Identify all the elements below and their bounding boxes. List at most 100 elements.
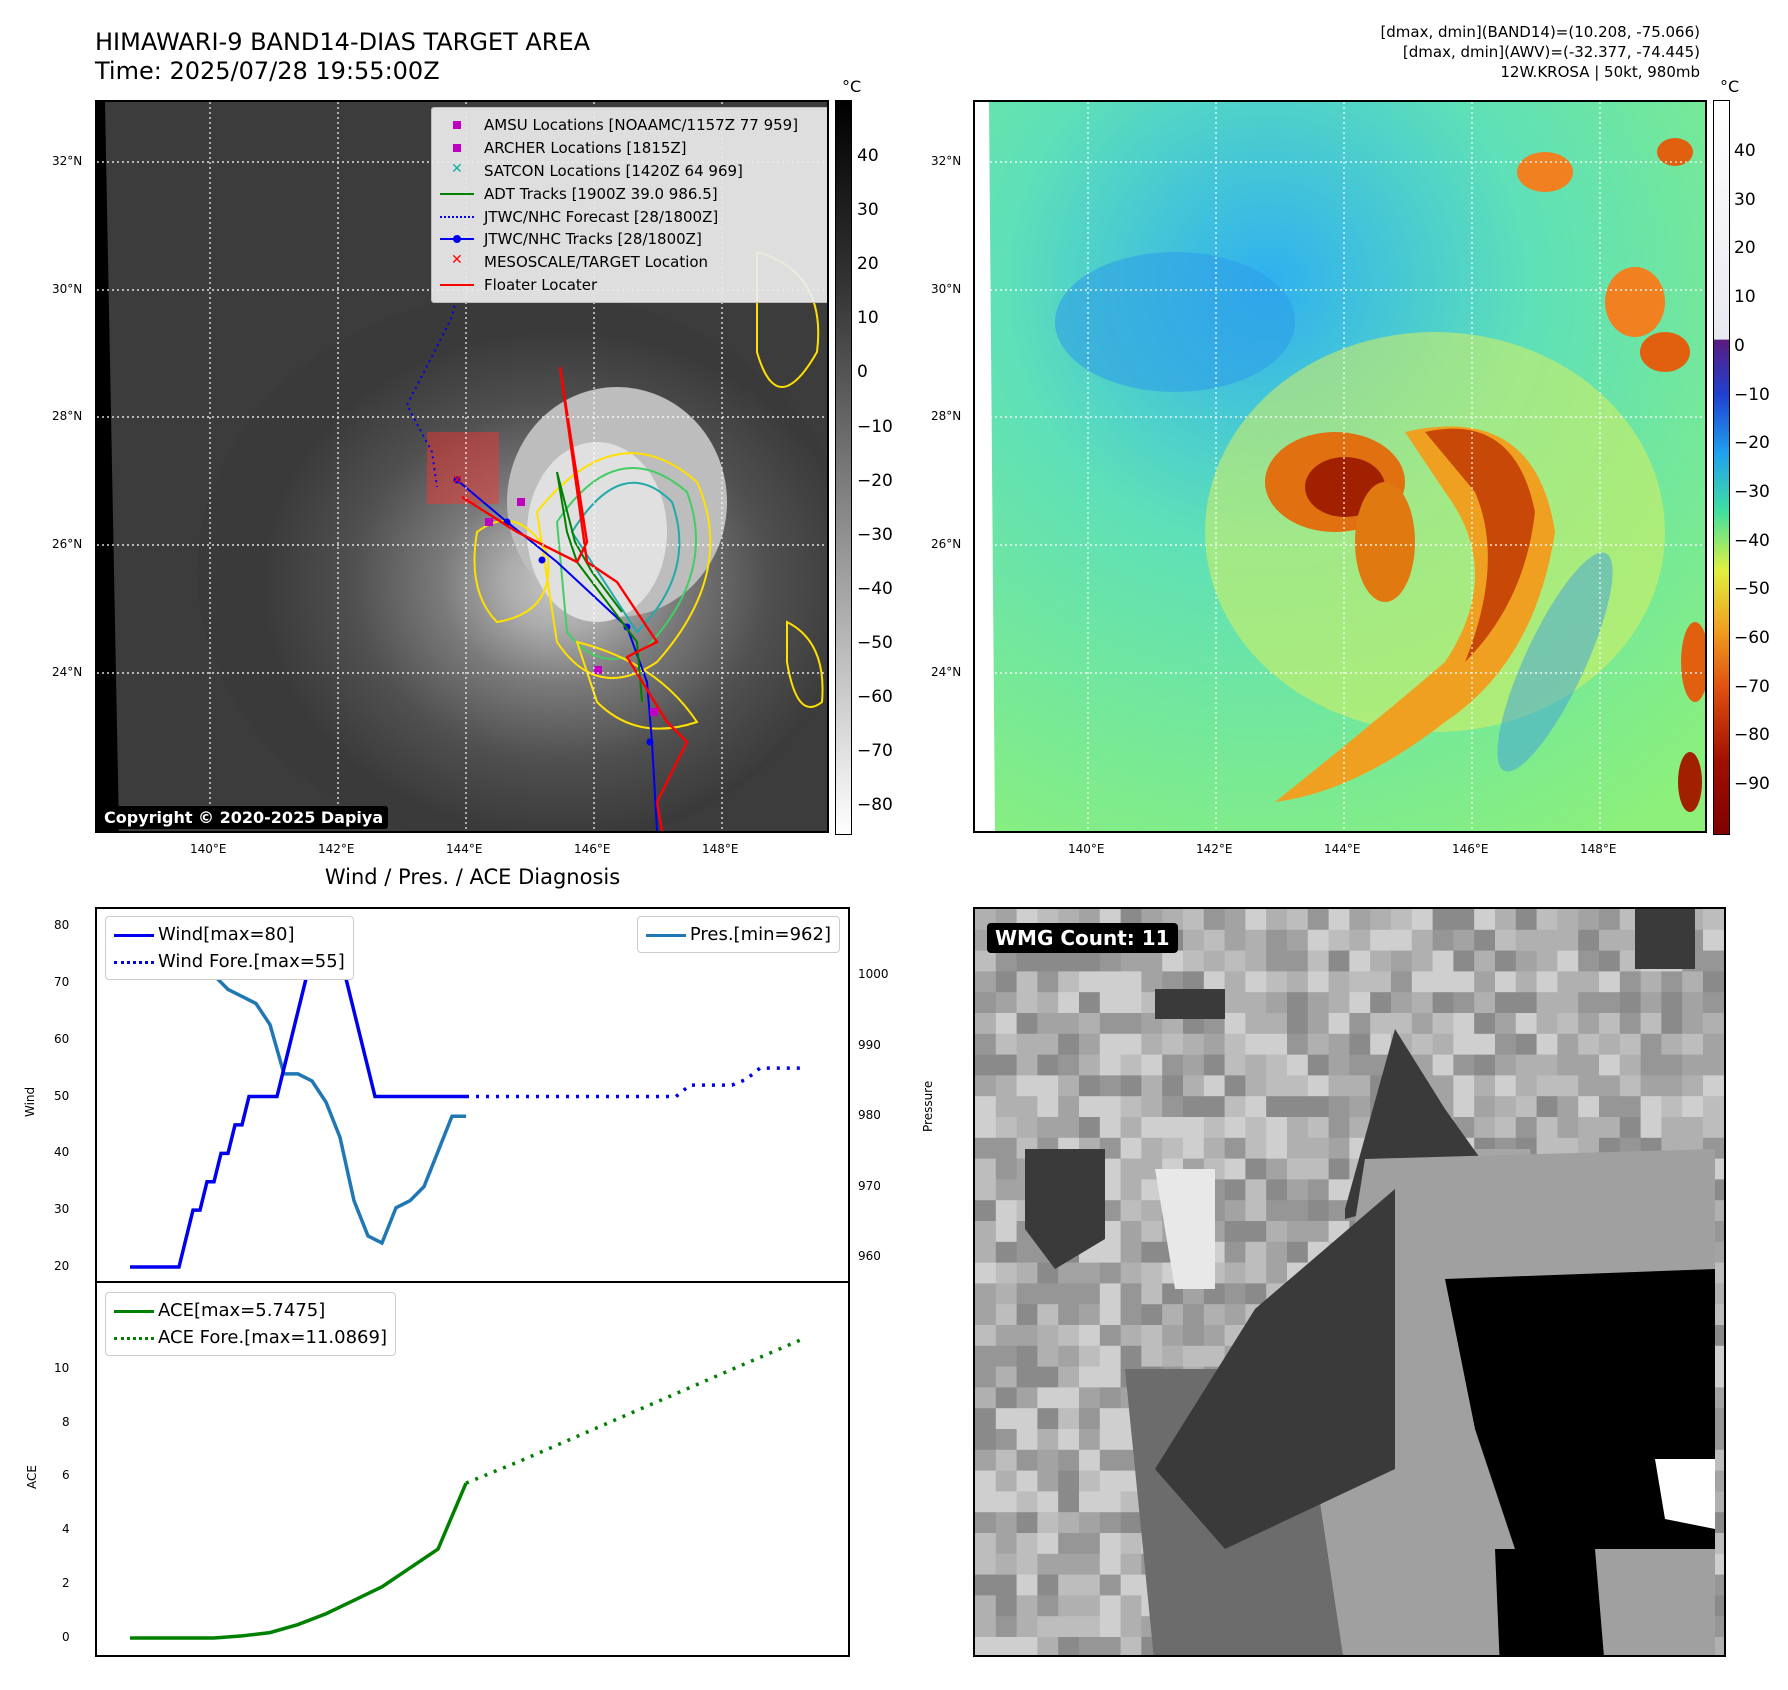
lon-tick-label: 144°E [446, 842, 483, 856]
wmg-cell [1099, 1470, 1122, 1492]
wmg-cell [1536, 1117, 1558, 1139]
figure-title: HIMAWARI-9 BAND14-DIAS TARGET AREA [95, 28, 591, 56]
wmg-cell [1016, 1491, 1038, 1513]
wmg-cell [1037, 1491, 1059, 1513]
wmg-cell [1037, 1533, 1059, 1555]
wmg-cell [1058, 1387, 1080, 1409]
wind-tick-label: 50 [54, 1088, 70, 1103]
wmg-cell [975, 971, 997, 993]
ir-map-panel: ✕ AMSU Locations [NOAAMC/1157Z 77 959] A… [95, 100, 829, 833]
wmg-cell [1495, 1013, 1517, 1035]
wmg-cell [1411, 992, 1434, 1014]
wmg-cell [1224, 971, 1246, 993]
wmg-cell [1432, 929, 1454, 952]
wmg-cell [1411, 971, 1434, 993]
wmg-cell [995, 1616, 1018, 1638]
colorbar-tick-label: −20 [1734, 433, 1770, 454]
wmg-cell [1245, 1179, 1267, 1201]
legend-entry-jtwc-forecast: JTWC/NHC Forecast [28/1800Z] [440, 205, 820, 228]
wmg-cell [1411, 950, 1434, 972]
wmg-cell [1099, 1512, 1122, 1534]
wmg-cell [1224, 909, 1246, 931]
wmg-cell [1287, 1096, 1309, 1118]
wmg-cell [1328, 1117, 1350, 1139]
wmg-cell [1058, 1283, 1080, 1305]
wmg-cell [1287, 1075, 1309, 1097]
wmg-cell [1557, 1117, 1579, 1139]
line-icon [440, 187, 474, 201]
wmg-cell [1037, 1345, 1059, 1368]
wmg-cell [1495, 971, 1517, 993]
wmg-cell [1120, 1075, 1142, 1097]
wmg-cell [1495, 1117, 1517, 1139]
wmg-cell [1287, 1117, 1309, 1139]
wmg-cell [1224, 1158, 1246, 1180]
wmg-cell [1141, 1325, 1163, 1347]
wmg-cell [1370, 950, 1392, 972]
wmg-cell [1682, 1054, 1704, 1076]
wmg-cell [1411, 929, 1434, 952]
wmg-cell [1120, 971, 1142, 993]
wmg-cell [1328, 1179, 1350, 1201]
wmg-cell [1703, 992, 1724, 1014]
wmg-cell [1162, 1033, 1184, 1056]
wmg-cell [1599, 971, 1621, 993]
wmg-cell [1058, 1616, 1080, 1638]
wmg-cell [1578, 1075, 1600, 1097]
wmg-cell [1183, 1345, 1205, 1368]
wmg-cell [975, 1470, 997, 1492]
wmg-cell [1245, 1137, 1267, 1160]
wmg-cell [1141, 1179, 1163, 1201]
wmg-cell [1266, 1117, 1288, 1139]
wmg-cell [1120, 1574, 1142, 1596]
wmg-cell [975, 1158, 997, 1180]
wmg-cell [1307, 1179, 1330, 1201]
wmg-cell [1079, 1429, 1101, 1451]
wmg-cell [1120, 1491, 1142, 1513]
wmg-cell [1349, 929, 1371, 952]
wmg-region-dark [1155, 989, 1225, 1019]
wmg-cell [1515, 1096, 1538, 1118]
wmg-cell [995, 1491, 1018, 1513]
wmg-cell [1058, 1033, 1080, 1056]
wmg-cell [1037, 1429, 1059, 1451]
lat-tick-label: 32°N [931, 154, 962, 168]
wmg-cell [1391, 1013, 1413, 1035]
wmg-cell [1349, 950, 1371, 972]
legend-label: SATCON Locations [1420Z 64 969] [484, 161, 743, 180]
wmg-cell [1120, 1637, 1142, 1655]
wmg-cell [1079, 1262, 1101, 1284]
wind-tick-label: 40 [54, 1145, 70, 1160]
wmg-cell [1037, 1574, 1059, 1596]
wmg-cell [1058, 1075, 1080, 1097]
wmg-cell [975, 1595, 997, 1617]
wmg-cell [1120, 1533, 1142, 1555]
wmg-cell [1016, 1325, 1038, 1347]
wmg-cell [1224, 1054, 1246, 1076]
wmg-cell [1120, 1241, 1142, 1264]
x-marker-icon: ✕ [451, 160, 463, 177]
wmg-cell [1266, 1179, 1288, 1201]
wmg-count-badge: WMG Count: 11 [987, 923, 1178, 953]
wmg-cell [1037, 992, 1059, 1014]
wmg-cell [1703, 1054, 1724, 1076]
legend-entry-adt: ADT Tracks [1900Z 39.0 986.5] [440, 182, 820, 205]
colorbar-tick-label: −50 [1734, 579, 1770, 600]
wmg-region-dark [1635, 909, 1695, 969]
wmg-cell [1099, 1137, 1122, 1160]
legend-label: ARCHER Locations [1815Z] [484, 139, 687, 158]
wmg-cell [1016, 1553, 1038, 1576]
wmg-cell [1536, 1033, 1558, 1056]
wmg-cell [1391, 971, 1413, 993]
wmg-cell [1120, 950, 1142, 972]
wmg-cell [1370, 992, 1392, 1014]
colorbar-tick-label: −70 [857, 741, 893, 762]
wmg-cell [1349, 909, 1371, 931]
wmg-cell [1099, 1283, 1122, 1305]
wmg-cell [1079, 1325, 1101, 1347]
pressure-tick-label: 1000 [858, 967, 889, 982]
wmg-cell [1287, 971, 1309, 993]
wmg-cell [1245, 950, 1267, 972]
wmg-cell [1391, 950, 1413, 972]
wmg-cell [1141, 1075, 1163, 1097]
